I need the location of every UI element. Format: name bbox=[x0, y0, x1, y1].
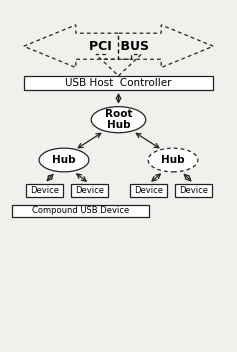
FancyBboxPatch shape bbox=[24, 76, 213, 90]
Text: Root
Hub: Root Hub bbox=[105, 109, 132, 130]
Ellipse shape bbox=[91, 107, 146, 133]
Ellipse shape bbox=[148, 148, 198, 172]
Ellipse shape bbox=[39, 148, 89, 172]
Text: Device: Device bbox=[179, 186, 208, 195]
Text: PCI  BUS: PCI BUS bbox=[88, 40, 149, 53]
FancyBboxPatch shape bbox=[130, 184, 167, 197]
Text: Compound USB Device: Compound USB Device bbox=[32, 206, 129, 215]
Text: Device: Device bbox=[30, 186, 59, 195]
Text: Device: Device bbox=[134, 186, 163, 195]
FancyBboxPatch shape bbox=[26, 184, 63, 197]
Text: Device: Device bbox=[75, 186, 104, 195]
Text: USB Host  Controller: USB Host Controller bbox=[65, 78, 172, 88]
FancyBboxPatch shape bbox=[12, 205, 149, 217]
Text: Hub: Hub bbox=[161, 155, 185, 165]
FancyBboxPatch shape bbox=[71, 184, 108, 197]
FancyBboxPatch shape bbox=[175, 184, 212, 197]
Text: Hub: Hub bbox=[52, 155, 76, 165]
